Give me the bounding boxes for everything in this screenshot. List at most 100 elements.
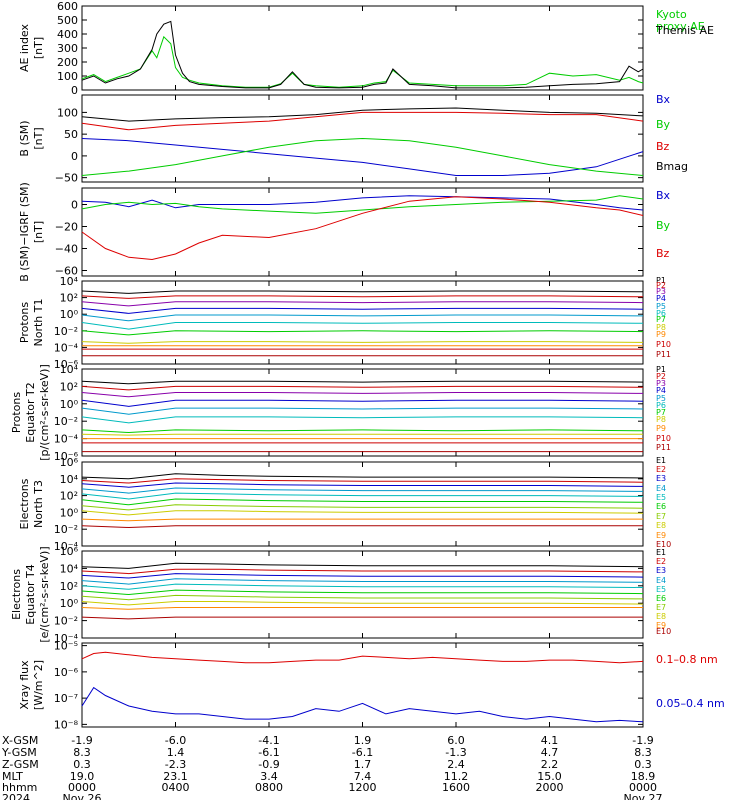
- electrons_equator-legend-8: E9: [656, 621, 666, 630]
- b_minus_igrf-ytick-label: −20: [55, 221, 78, 234]
- xray_flux-legend-0: 0.1–0.8 nm: [656, 653, 718, 666]
- protons_equator-ylabel: [p/(cm²-s-sr-keV)]: [38, 364, 51, 461]
- protons_north-series-p4: [81, 307, 644, 314]
- protons_north-ytick-label: 10⁻⁶: [54, 358, 79, 371]
- ephemeris-cell: 1200: [349, 781, 377, 794]
- protons_equator-legend-6: P7: [656, 408, 666, 417]
- b_sm-ytick-label: −50: [55, 172, 78, 185]
- b_sm-ytick-label: 50: [64, 128, 78, 141]
- electrons_equator-ylabel: [e/(cm²-s-sr-keV)]: [38, 546, 51, 642]
- ephemeris-cell: -0.9: [258, 758, 279, 771]
- electrons_north-series-e10: [81, 525, 643, 529]
- electrons_equator-ytick-label: 10²: [60, 580, 78, 593]
- electrons_equator-legend-2: E3: [656, 566, 666, 575]
- electrons_equator-series-e4: [81, 578, 644, 585]
- ae_index-ytick-label: 0: [71, 84, 78, 97]
- electrons_equator-series-e2: [81, 568, 644, 575]
- electrons_equator-series-e3: [81, 573, 644, 579]
- b_sm-series-bx: [81, 138, 644, 176]
- protons_equator-series-p8: [81, 433, 643, 436]
- electrons_north-series-e8: [81, 510, 644, 516]
- ephemeris-cell: -1.3: [445, 746, 466, 759]
- ephemeris-cell: 19.0: [70, 770, 95, 783]
- protons_north-legend-10: P11: [656, 350, 671, 359]
- ae_index-ylabel: AE index: [18, 23, 31, 72]
- ae_index-ytick-label: 200: [57, 56, 78, 69]
- electrons_north-series-e7: [81, 504, 644, 511]
- b_minus_igrf-ytick-label: −60: [55, 265, 78, 278]
- ephemeris-cell: -4.1: [258, 734, 279, 747]
- ephemeris-cell: 7.4: [354, 770, 372, 783]
- protons_north-ytick-label: 10⁻²: [54, 325, 78, 338]
- electrons_equator-ytick-label: 10⁻⁴: [54, 632, 79, 645]
- ephemeris-cell: 4.7: [541, 746, 559, 759]
- protons_north-series-p8: [81, 341, 644, 344]
- ephemeris-cell: 0.3: [634, 758, 652, 771]
- electrons_north-legend-8: E9: [656, 531, 666, 540]
- electrons_equator-ytick-label: 10⁻²: [54, 615, 78, 628]
- protons_equator-ytick-label: 10⁰: [60, 398, 79, 411]
- protons_equator-legend-8: P9: [656, 424, 666, 433]
- protons_north-series-p3: [81, 301, 644, 307]
- protons_north-ytick-label: 10⁻⁴: [54, 341, 79, 354]
- electrons_equator-ytick-label: 10⁶: [60, 545, 79, 558]
- electrons_equator-series-e9: [81, 607, 643, 610]
- b_minus_igrf-ytick-label: 0: [71, 199, 78, 212]
- ephemeris-row-label: hhmm: [2, 781, 37, 794]
- ae_index-ytick-label: 300: [57, 42, 78, 55]
- protons_equator-ylabel: Equator T2: [24, 382, 37, 442]
- ephemeris-cell: 2.4: [447, 758, 465, 771]
- electrons_north-series-e1: [81, 473, 644, 480]
- b_sm-legend-3: Bmag: [656, 160, 688, 173]
- protons_north-ytick-label: 10⁰: [60, 308, 79, 321]
- electrons_north-legend-3: E4: [656, 484, 666, 493]
- ephemeris-cell: 0000: [629, 781, 657, 794]
- protons_north-ytick-label: 10²: [60, 292, 78, 305]
- electrons_equator-series-e8: [81, 601, 644, 606]
- ephemeris-cell: 0.3: [73, 758, 91, 771]
- protons_north-legend-0: P1: [656, 276, 666, 285]
- electrons_north-ylabel: North T3: [32, 480, 45, 528]
- protons_north-legend-2: P3: [656, 287, 666, 296]
- electrons_north-legend-6: E7: [656, 512, 666, 521]
- ephemeris-cell: 11.2: [444, 770, 469, 783]
- xray_flux-ytick-label: 10⁻⁶: [54, 666, 79, 679]
- electrons_equator-series-e6: [81, 589, 644, 596]
- ephemeris-cell: Nov 26: [63, 792, 102, 800]
- protons_equator-series-p6: [81, 416, 644, 424]
- electrons_north-series-e4: [81, 487, 644, 494]
- xray_flux-ytick-label: 10⁻⁵: [54, 640, 78, 653]
- protons_equator-legend-4: P5: [656, 394, 666, 403]
- protons_equator-series-p4: [81, 399, 644, 407]
- ephemeris-row-label: MLT: [2, 770, 23, 783]
- ephemeris-cell: -1.9: [71, 734, 92, 747]
- protons_equator-series-p1: [81, 380, 644, 385]
- ae_index-ytick-label: 500: [57, 14, 78, 27]
- ephemeris-cell: 1.4: [167, 746, 185, 759]
- protons_north-series-p7: [81, 330, 644, 336]
- ephemeris-cell: 0800: [255, 781, 283, 794]
- protons_equator-legend-9: P10: [656, 434, 671, 443]
- protons_equator-legend-3: P4: [656, 386, 666, 395]
- protons_equator-series-p2: [81, 385, 644, 391]
- b_sm-legend-2: Bz: [656, 140, 670, 153]
- ae_index-series-themis-ae: [81, 20, 644, 89]
- protons_equator-series-p7: [81, 429, 644, 434]
- protons_equator-legend-10: P11: [656, 443, 671, 452]
- electrons_north-ytick-label: 10⁴: [60, 473, 79, 486]
- electrons_north-series-e6: [81, 498, 644, 506]
- protons_north-legend-7: P8: [656, 323, 666, 332]
- ephemeris-cell: -6.0: [165, 734, 186, 747]
- ephemeris-cell: 18.9: [631, 770, 656, 783]
- ae_index-frame: [81, 5, 644, 91]
- electrons_north-ytick-label: 10⁻²: [54, 523, 78, 536]
- ephemeris-row-label: Z-GSM: [2, 758, 39, 771]
- xray_flux-series-0-1-0-8-nm: [81, 651, 644, 664]
- ephemeris-cell: 0400: [162, 781, 190, 794]
- xray_flux-ylabel: [W/m^2]: [32, 660, 45, 710]
- electrons_north-ylabel: Electrons: [18, 478, 31, 529]
- protons_equator-series-p3: [81, 392, 644, 398]
- protons_north-legend-9: P10: [656, 340, 671, 349]
- electrons_north-legend-1: E2: [656, 465, 666, 474]
